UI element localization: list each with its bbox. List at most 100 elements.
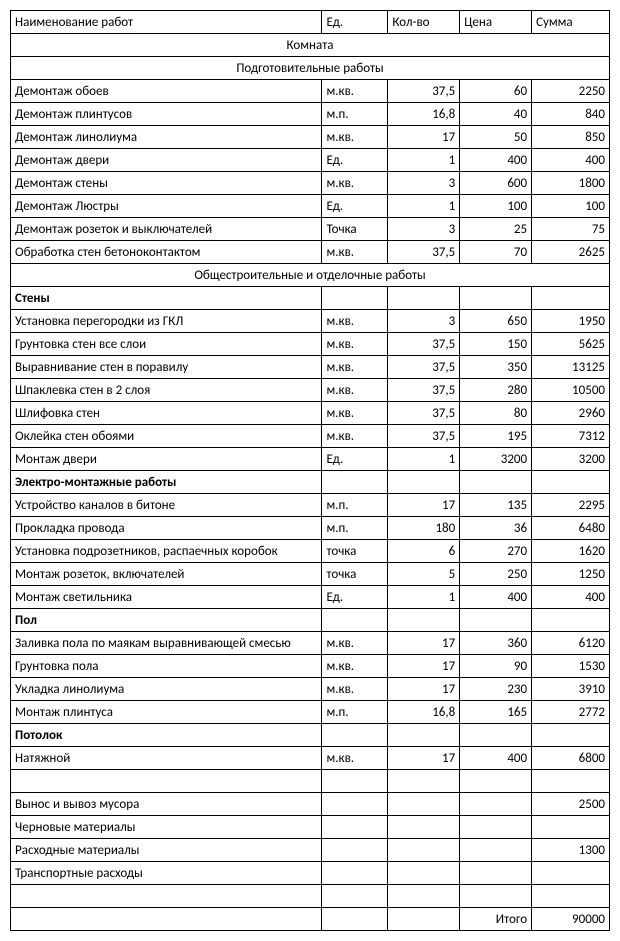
- cell-sum: 850: [532, 126, 610, 149]
- cell-qty: 37,5: [388, 333, 460, 356]
- cell-qty: 37,5: [388, 356, 460, 379]
- empty-cell: [322, 471, 388, 494]
- cell-price: 90: [460, 655, 532, 678]
- cell-name: Укладка линолиума: [11, 678, 322, 701]
- cell-sum: 75: [532, 218, 610, 241]
- cell-unit: м.кв.: [322, 126, 388, 149]
- cell-qty: 1: [388, 448, 460, 471]
- group-title: Стены: [11, 287, 322, 310]
- table-row: [11, 770, 610, 793]
- cell-qty: 6: [388, 540, 460, 563]
- cell-unit: м.кв.: [322, 632, 388, 655]
- cell-price: 280: [460, 379, 532, 402]
- empty-cell: [532, 287, 610, 310]
- cell-price: 350: [460, 356, 532, 379]
- cell-sum: [532, 816, 610, 839]
- cell-qty: 37,5: [388, 80, 460, 103]
- empty-cell: [322, 908, 388, 931]
- cell-price: 400: [460, 149, 532, 172]
- cell-sum: 840: [532, 103, 610, 126]
- cell-name: Прокладка провода: [11, 517, 322, 540]
- cell-qty: 180: [388, 517, 460, 540]
- cell-price: 36: [460, 517, 532, 540]
- cell-price: 600: [460, 172, 532, 195]
- cell-name: Шпаклевка стен в 2 слоя: [11, 379, 322, 402]
- table-row: Выравнивание стен в поравилум.кв.37,5350…: [11, 356, 610, 379]
- cell-price: 25: [460, 218, 532, 241]
- cell-qty: 1: [388, 195, 460, 218]
- group-title: Потолок: [11, 724, 322, 747]
- empty-cell: [322, 885, 388, 908]
- cell-price: 250: [460, 563, 532, 586]
- cell-qty: 17: [388, 655, 460, 678]
- cell-name: Вынос и вывоз мусора: [11, 793, 322, 816]
- table-row: Монтаж светильникаЕд.1400400: [11, 586, 610, 609]
- cell-qty: 37,5: [388, 402, 460, 425]
- table-row: Демонтаж стеным.кв.36001800: [11, 172, 610, 195]
- col-header-sum: Сумма: [532, 11, 610, 34]
- empty-cell: [388, 770, 460, 793]
- cell-name: Монтаж плинтуса: [11, 701, 322, 724]
- empty-cell: [322, 287, 388, 310]
- table-row: Монтаж двериЕд.132003200: [11, 448, 610, 471]
- cell-price: [460, 816, 532, 839]
- group-title: Электро-монтажные работы: [11, 471, 322, 494]
- table-row: Заливка пола по маякам выравнивающей сме…: [11, 632, 610, 655]
- table-row: Демонтаж розеток и выключателейТочка3257…: [11, 218, 610, 241]
- col-header-price: Цена: [460, 11, 532, 34]
- cell-price: 650: [460, 310, 532, 333]
- col-header-unit: Ед.: [322, 11, 388, 34]
- empty-cell: [388, 885, 460, 908]
- cell-name: Демонтаж плинтусов: [11, 103, 322, 126]
- cell-qty: 37,5: [388, 425, 460, 448]
- table-row: Потолок: [11, 724, 610, 747]
- cell-qty: 37,5: [388, 241, 460, 264]
- empty-cell: [11, 885, 322, 908]
- cell-qty: 17: [388, 126, 460, 149]
- cell-unit: [322, 793, 388, 816]
- cell-name: Демонтаж обоев: [11, 80, 322, 103]
- table-row: Черновые материалы: [11, 816, 610, 839]
- cell-qty: [388, 839, 460, 862]
- cell-qty: 17: [388, 632, 460, 655]
- cell-unit: м.кв.: [322, 310, 388, 333]
- table-row: Шпаклевка стен в 2 слоям.кв.37,528010500: [11, 379, 610, 402]
- cell-price: 40: [460, 103, 532, 126]
- table-row: Демонтаж обоевм.кв.37,5602250: [11, 80, 610, 103]
- cell-sum: 2772: [532, 701, 610, 724]
- cell-unit: точка: [322, 563, 388, 586]
- cell-unit: м.кв.: [322, 379, 388, 402]
- empty-cell: [460, 770, 532, 793]
- cell-unit: [322, 839, 388, 862]
- table-row: Натяжнойм.кв.174006800: [11, 747, 610, 770]
- cell-sum: 5625: [532, 333, 610, 356]
- table-row: Демонтаж линолиумам.кв.1750850: [11, 126, 610, 149]
- cell-name: Монтаж двери: [11, 448, 322, 471]
- cell-unit: м.п.: [322, 494, 388, 517]
- cell-sum: 3910: [532, 678, 610, 701]
- cell-sum: 1530: [532, 655, 610, 678]
- cell-sum: 6800: [532, 747, 610, 770]
- total-label: Итого: [460, 908, 532, 931]
- cell-unit: м.кв.: [322, 655, 388, 678]
- cell-price: 230: [460, 678, 532, 701]
- cell-unit: м.кв.: [322, 402, 388, 425]
- empty-cell: [460, 609, 532, 632]
- table-row: Монтаж плинтусам.п.16,81652772: [11, 701, 610, 724]
- table-row: Установка подрозетников, распаечных коро…: [11, 540, 610, 563]
- table-row: Транспортные расходы: [11, 862, 610, 885]
- cell-name: Монтаж светильника: [11, 586, 322, 609]
- table-row: Грунтовка стен все слоим.кв.37,51505625: [11, 333, 610, 356]
- cell-unit: м.кв.: [322, 747, 388, 770]
- cell-sum: 6120: [532, 632, 610, 655]
- cell-unit: Ед.: [322, 448, 388, 471]
- cell-sum: 100: [532, 195, 610, 218]
- cell-unit: Точка: [322, 218, 388, 241]
- empty-cell: [388, 908, 460, 931]
- table-row: Обработка стен бетоноконтактомм.кв.37,57…: [11, 241, 610, 264]
- empty-cell: [460, 471, 532, 494]
- table-row: Демонтаж двериЕд.1400400: [11, 149, 610, 172]
- empty-cell: [532, 724, 610, 747]
- cell-unit: точка: [322, 540, 388, 563]
- cell-sum: 1800: [532, 172, 610, 195]
